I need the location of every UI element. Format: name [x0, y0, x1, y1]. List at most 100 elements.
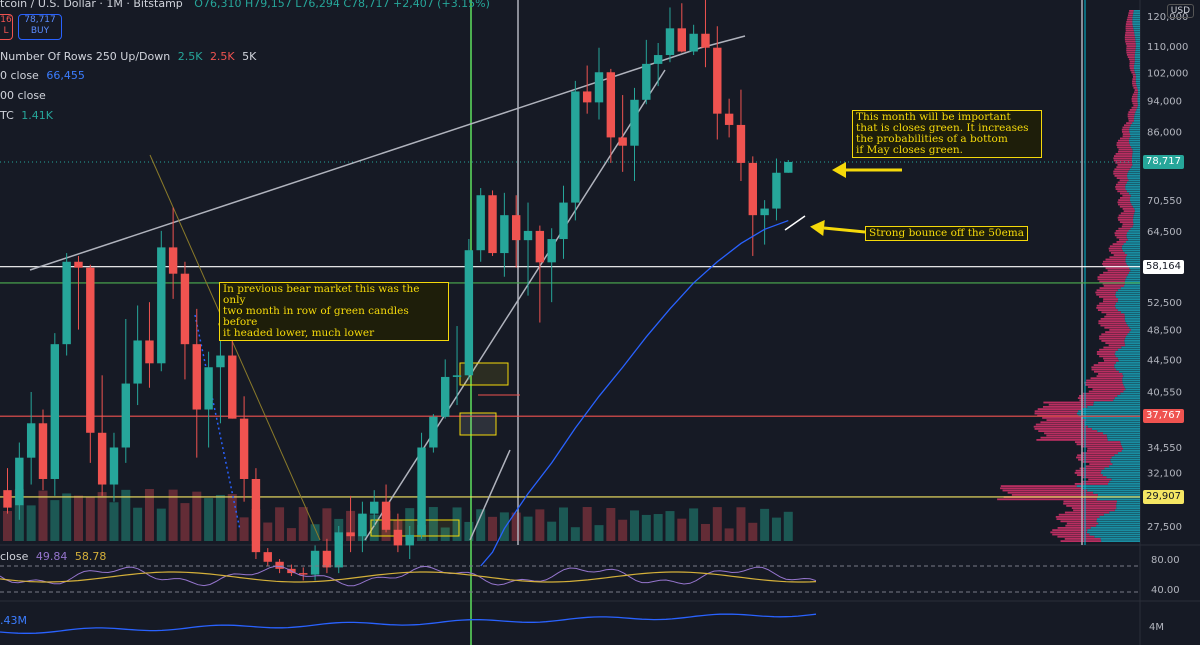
- volume-bar: [405, 508, 415, 541]
- vrvp-legend[interactable]: Number Of Rows 250 Up/Down 2.5K 2.5K 5K: [0, 50, 256, 63]
- volume-profile-up-row: [1133, 10, 1140, 12]
- volume-profile-down-row: [1117, 139, 1130, 142]
- volume-bar: [606, 508, 616, 541]
- candle-up: [653, 55, 663, 64]
- volume-profile-up-row: [1134, 117, 1140, 120]
- volume-bar: [499, 512, 509, 541]
- volume-profile-up-row: [1114, 353, 1140, 355]
- volume-profile-up-row: [1130, 197, 1140, 199]
- obv-legend[interactable]: .43M: [0, 614, 27, 627]
- volume-profile-down-row: [1105, 331, 1130, 333]
- volume-profile-down-row: [1080, 445, 1122, 448]
- volume-profile-up-row: [1129, 144, 1140, 146]
- volume-profile-down-row: [1099, 335, 1126, 338]
- volume-profile-up-row: [1124, 318, 1140, 320]
- volume-profile-down-row: [1076, 456, 1112, 459]
- volume-bar: [26, 505, 36, 541]
- volume-bar: [97, 492, 107, 541]
- volume-profile-up-row: [1120, 392, 1140, 395]
- volume-bar: [192, 491, 202, 541]
- candle-down: [701, 33, 710, 48]
- volume-profile-up-row: [1136, 82, 1140, 85]
- volume-profile-down-row: [1052, 533, 1090, 536]
- volume-profile-up-row: [1125, 186, 1140, 188]
- volume-profile-down-row: [1110, 252, 1125, 254]
- volume-profile-up-row: [1107, 483, 1140, 485]
- volume-profile-up-row: [1129, 326, 1140, 329]
- volume-profile-up-row: [1106, 434, 1140, 437]
- buy-button[interactable]: 78,717 BUY: [18, 14, 62, 40]
- volume-profile-up-row: [1109, 511, 1140, 514]
- volume-value: 1.41K: [21, 109, 53, 122]
- volume-profile-down-row: [1076, 474, 1103, 476]
- currency-selector[interactable]: USD: [1166, 4, 1194, 18]
- ema200-legend[interactable]: 00 close: [0, 89, 46, 102]
- volume-profile-down-row: [1103, 359, 1119, 362]
- volume-profile-down-row: [1129, 10, 1134, 12]
- volume-bar: [783, 511, 793, 541]
- volume-profile-down-row: [997, 498, 1097, 501]
- volume-profile-up-row: [1120, 311, 1140, 314]
- volume-profile-down-row: [1126, 18, 1133, 21]
- volume-legend[interactable]: TC 1.41K: [0, 109, 53, 122]
- candle-down: [38, 423, 48, 479]
- note-bear-market[interactable]: In previous bear market this was the onl…: [219, 282, 449, 341]
- volume-profile-down-row: [1096, 375, 1124, 377]
- volume-profile-up-row: [1111, 456, 1140, 459]
- volume-bar: [121, 489, 131, 541]
- volume-profile-up-row: [1133, 29, 1140, 32]
- volume-bar: [3, 511, 12, 541]
- candle-down: [582, 91, 592, 103]
- candle-up: [50, 344, 60, 479]
- volume-profile-up-row: [1122, 381, 1140, 384]
- volume-profile-up-row: [1132, 122, 1140, 124]
- volume-profile-down-row: [1122, 208, 1135, 210]
- volume-profile-down-row: [1089, 463, 1113, 465]
- volume-profile-up-row: [1117, 348, 1140, 351]
- volume-profile-down-row: [1104, 315, 1125, 318]
- volume-profile-up-row: [1126, 234, 1140, 237]
- volume-profile-down-row: [1073, 509, 1115, 512]
- volume-bar: [535, 509, 545, 541]
- note-50ema-bounce[interactable]: Strong bounce off the 50ema: [865, 226, 1029, 241]
- candle-down: [381, 501, 391, 530]
- volume-profile-down-row: [1099, 274, 1128, 276]
- volume-profile-down-row: [1118, 214, 1134, 217]
- volume-profile-down-row: [1103, 346, 1122, 349]
- volume-profile-down-row: [1086, 379, 1123, 382]
- volume-profile-down-row: [1082, 461, 1111, 463]
- volume-profile-down-row: [1132, 84, 1137, 87]
- volume-profile-down-row: [1131, 100, 1138, 102]
- candle-up: [15, 457, 24, 506]
- volume-profile-up-row: [1121, 346, 1140, 349]
- volume-profile-up-row: [1135, 78, 1140, 80]
- note-may-close[interactable]: This month will be important that is clo…: [852, 110, 1042, 158]
- volume-profile-up-row: [1125, 183, 1140, 186]
- volume-profile-up-row: [1115, 291, 1140, 294]
- ema50-legend[interactable]: 0 close 66,455: [0, 69, 85, 82]
- price-tick-label: 40,550: [1147, 388, 1182, 399]
- volume-profile-up-row: [1117, 289, 1140, 292]
- volume-profile-down-row: [1127, 16, 1133, 19]
- volume-profile-down-row: [1098, 322, 1127, 325]
- volume-bar: [771, 517, 781, 541]
- sell-button[interactable]: 16 L: [0, 14, 13, 40]
- candle-down: [322, 550, 332, 568]
- volume-profile-up-row: [1094, 535, 1140, 538]
- volume-profile-down-row: [1133, 104, 1138, 107]
- volume-profile-down-row: [1091, 366, 1115, 369]
- volume-profile-up-row: [1129, 199, 1140, 201]
- volume-profile-up-row: [1125, 344, 1140, 347]
- rsi-legend[interactable]: close 49.84 58.78: [0, 550, 106, 563]
- volume-profile-down-row: [1125, 40, 1136, 43]
- volume-profile-up-row: [1124, 313, 1140, 316]
- volume-profile-up-row: [1134, 34, 1140, 36]
- volume-bar: [73, 495, 83, 541]
- volume-bar: [263, 522, 273, 541]
- volume-bar: [488, 516, 498, 541]
- candle-down: [488, 195, 497, 254]
- volume-profile-down-row: [1044, 432, 1103, 435]
- volume-profile-up-row: [1087, 489, 1140, 492]
- volume-profile-up-row: [1131, 146, 1140, 149]
